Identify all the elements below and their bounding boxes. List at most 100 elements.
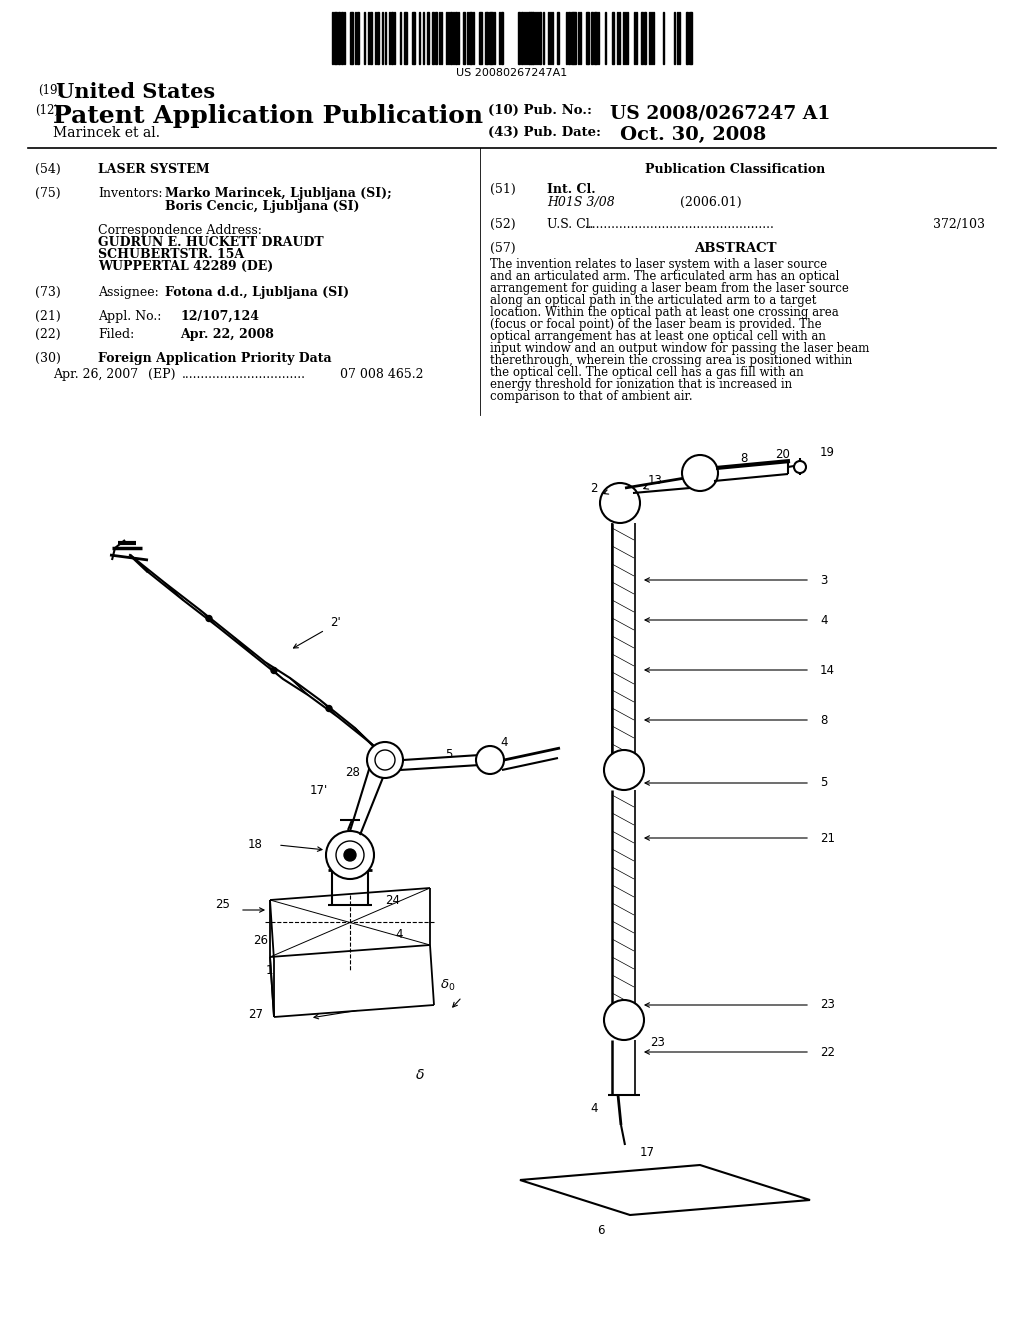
Text: Marincek et al.: Marincek et al.: [53, 125, 160, 140]
Text: 4: 4: [820, 614, 827, 627]
Text: Filed:: Filed:: [98, 327, 134, 341]
Text: Apr. 22, 2008: Apr. 22, 2008: [180, 327, 273, 341]
Text: 13: 13: [648, 474, 663, 487]
Circle shape: [604, 750, 644, 789]
Bar: [334, 12, 337, 63]
Bar: [412, 12, 414, 63]
Text: 4: 4: [500, 735, 508, 748]
Text: H01S 3/08: H01S 3/08: [547, 195, 614, 209]
Text: 23: 23: [650, 1035, 665, 1048]
Circle shape: [682, 455, 718, 491]
Text: and an articulated arm. The articulated arm has an optical: and an articulated arm. The articulated …: [490, 271, 840, 282]
Text: Boris Cencic, Ljubljana (SI): Boris Cencic, Ljubljana (SI): [165, 201, 359, 213]
Text: input window and an output window for passing the laser beam: input window and an output window for pa…: [490, 342, 869, 355]
Bar: [641, 12, 643, 63]
Text: ABSTRACT: ABSTRACT: [693, 242, 776, 255]
Bar: [463, 12, 465, 63]
Bar: [573, 12, 575, 63]
Bar: [479, 12, 482, 63]
Bar: [489, 12, 490, 63]
Text: 6: 6: [597, 1224, 604, 1237]
Text: 8: 8: [740, 451, 748, 465]
Text: 8: 8: [820, 714, 827, 726]
Bar: [469, 12, 471, 63]
Text: 3: 3: [820, 573, 827, 586]
Text: U.S. Cl.: U.S. Cl.: [547, 218, 594, 231]
Text: ................................: ................................: [182, 368, 306, 381]
Text: location. Within the optical path at least one crossing area: location. Within the optical path at lea…: [490, 306, 839, 319]
Bar: [521, 12, 523, 63]
Text: 25: 25: [215, 899, 229, 912]
Text: Inventors:: Inventors:: [98, 187, 163, 201]
Bar: [591, 12, 593, 63]
Text: United States: United States: [56, 82, 215, 102]
Text: Marko Marincek, Ljubljana (SI);: Marko Marincek, Ljubljana (SI);: [165, 187, 392, 201]
Circle shape: [326, 832, 374, 879]
Text: (75): (75): [35, 187, 60, 201]
Text: optical arrangement has at least one optical cell with an: optical arrangement has at least one opt…: [490, 330, 826, 343]
Bar: [435, 12, 437, 63]
Text: 12/107,124: 12/107,124: [180, 310, 259, 323]
Text: 4: 4: [395, 928, 402, 941]
Circle shape: [206, 615, 212, 622]
Text: 28: 28: [345, 766, 359, 779]
Text: 1: 1: [266, 964, 273, 977]
Circle shape: [600, 483, 640, 523]
Text: comparison to that of ambient air.: comparison to that of ambient air.: [490, 389, 692, 403]
Text: arrangement for guiding a laser beam from the laser source: arrangement for guiding a laser beam fro…: [490, 282, 849, 294]
Text: 18: 18: [248, 838, 263, 851]
Text: The invention relates to laser system with a laser source: The invention relates to laser system wi…: [490, 257, 827, 271]
Text: 4: 4: [590, 1101, 597, 1114]
Text: (51): (51): [490, 183, 516, 195]
Text: Foreign Application Priority Data: Foreign Application Priority Data: [98, 352, 332, 366]
Bar: [455, 12, 457, 63]
Text: Fotona d.d., Ljubljana (SI): Fotona d.d., Ljubljana (SI): [165, 286, 349, 300]
Text: energy threshold for ionization that is increased in: energy threshold for ionization that is …: [490, 378, 793, 391]
Bar: [432, 12, 434, 63]
Bar: [490, 12, 493, 63]
Text: (10) Pub. No.:: (10) Pub. No.:: [488, 104, 592, 117]
Circle shape: [604, 1001, 644, 1040]
Bar: [350, 12, 352, 63]
Text: (52): (52): [490, 218, 516, 231]
Text: 17': 17': [310, 784, 329, 796]
Text: 14: 14: [820, 664, 835, 676]
Circle shape: [344, 849, 356, 861]
Bar: [689, 12, 691, 63]
Text: 19: 19: [820, 446, 835, 459]
Text: (2006.01): (2006.01): [680, 195, 741, 209]
Bar: [539, 12, 541, 63]
Text: (EP): (EP): [148, 368, 175, 381]
Text: US 20080267247A1: US 20080267247A1: [457, 69, 567, 78]
Text: along an optical path in the articulated arm to a target: along an optical path in the articulated…: [490, 294, 816, 308]
Text: US 2008/0267247 A1: US 2008/0267247 A1: [610, 104, 830, 121]
Bar: [686, 12, 688, 63]
Text: (30): (30): [35, 352, 60, 366]
Text: 21: 21: [820, 832, 835, 845]
Bar: [586, 12, 588, 63]
Text: (22): (22): [35, 327, 60, 341]
Bar: [568, 12, 570, 63]
Text: (57): (57): [490, 242, 516, 255]
Circle shape: [794, 461, 806, 473]
Text: .................................................: ........................................…: [585, 218, 775, 231]
Circle shape: [326, 705, 332, 711]
Text: 27: 27: [248, 1008, 263, 1022]
Text: (21): (21): [35, 310, 60, 323]
Text: (19): (19): [38, 84, 62, 96]
Text: Int. Cl.: Int. Cl.: [547, 183, 596, 195]
Text: (54): (54): [35, 162, 60, 176]
Text: Assignee:: Assignee:: [98, 286, 159, 300]
Text: WUPPERTAL 42289 (DE): WUPPERTAL 42289 (DE): [98, 260, 273, 273]
Text: 23: 23: [820, 998, 835, 1011]
Text: $\delta_0$: $\delta_0$: [440, 977, 456, 993]
Text: 2: 2: [590, 482, 597, 495]
Circle shape: [476, 746, 504, 774]
Bar: [377, 12, 379, 63]
Text: Apr. 26, 2007: Apr. 26, 2007: [53, 368, 138, 381]
Bar: [404, 12, 407, 63]
Bar: [571, 12, 573, 63]
Text: (73): (73): [35, 286, 60, 300]
Text: (12): (12): [35, 104, 59, 117]
Bar: [357, 12, 359, 63]
